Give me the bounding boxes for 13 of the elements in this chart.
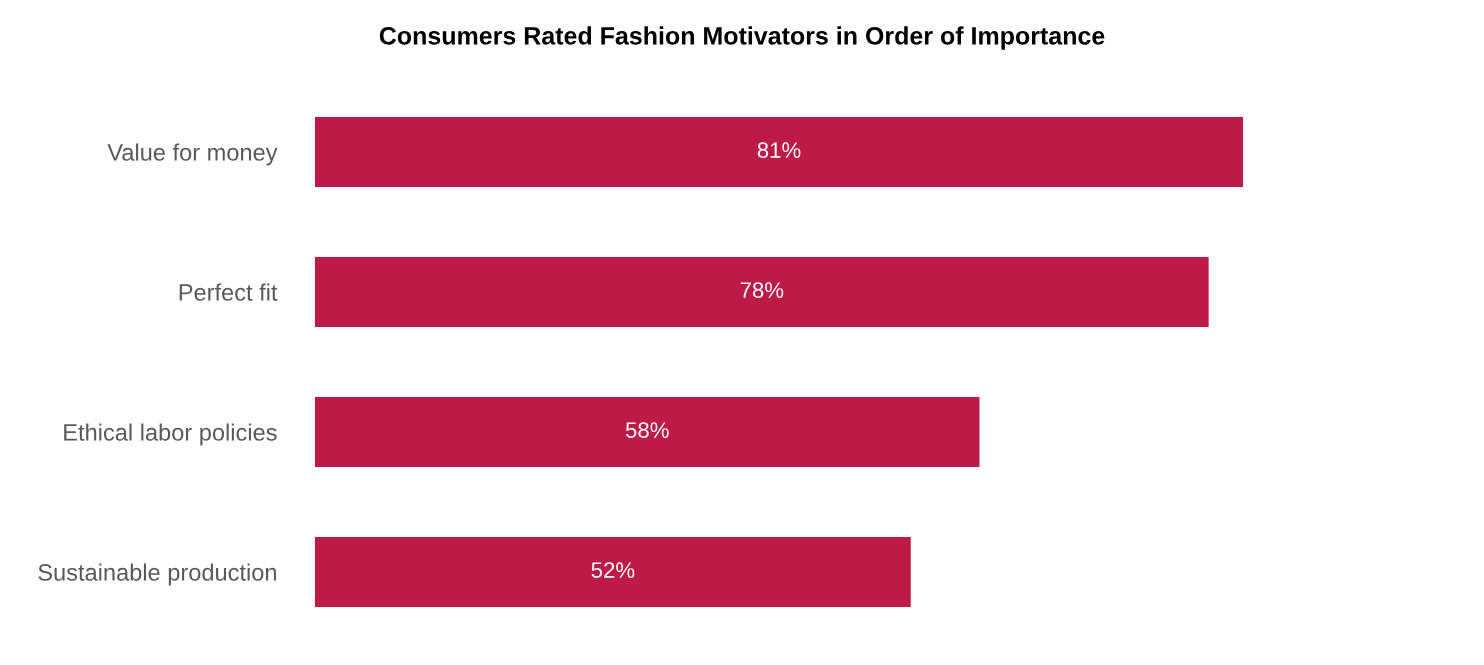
chart-title: Consumers Rated Fashion Motivators in Order of Importance [379, 26, 1105, 50]
y-tick-label: Sustainable production [38, 563, 276, 586]
y-tick-label: Ethical labor policies [64, 423, 277, 446]
bar [315, 537, 911, 607]
y-tick-label: Perfect fit [179, 283, 278, 301]
data-label: 58% [625, 422, 669, 438]
bar [315, 397, 980, 467]
data-label: 52% [591, 562, 635, 578]
data-label: 78% [740, 282, 784, 298]
bar [315, 257, 1209, 327]
bar [315, 117, 1243, 187]
data-label: 81% [757, 142, 801, 158]
y-tick-label: Value for money [107, 143, 278, 166]
